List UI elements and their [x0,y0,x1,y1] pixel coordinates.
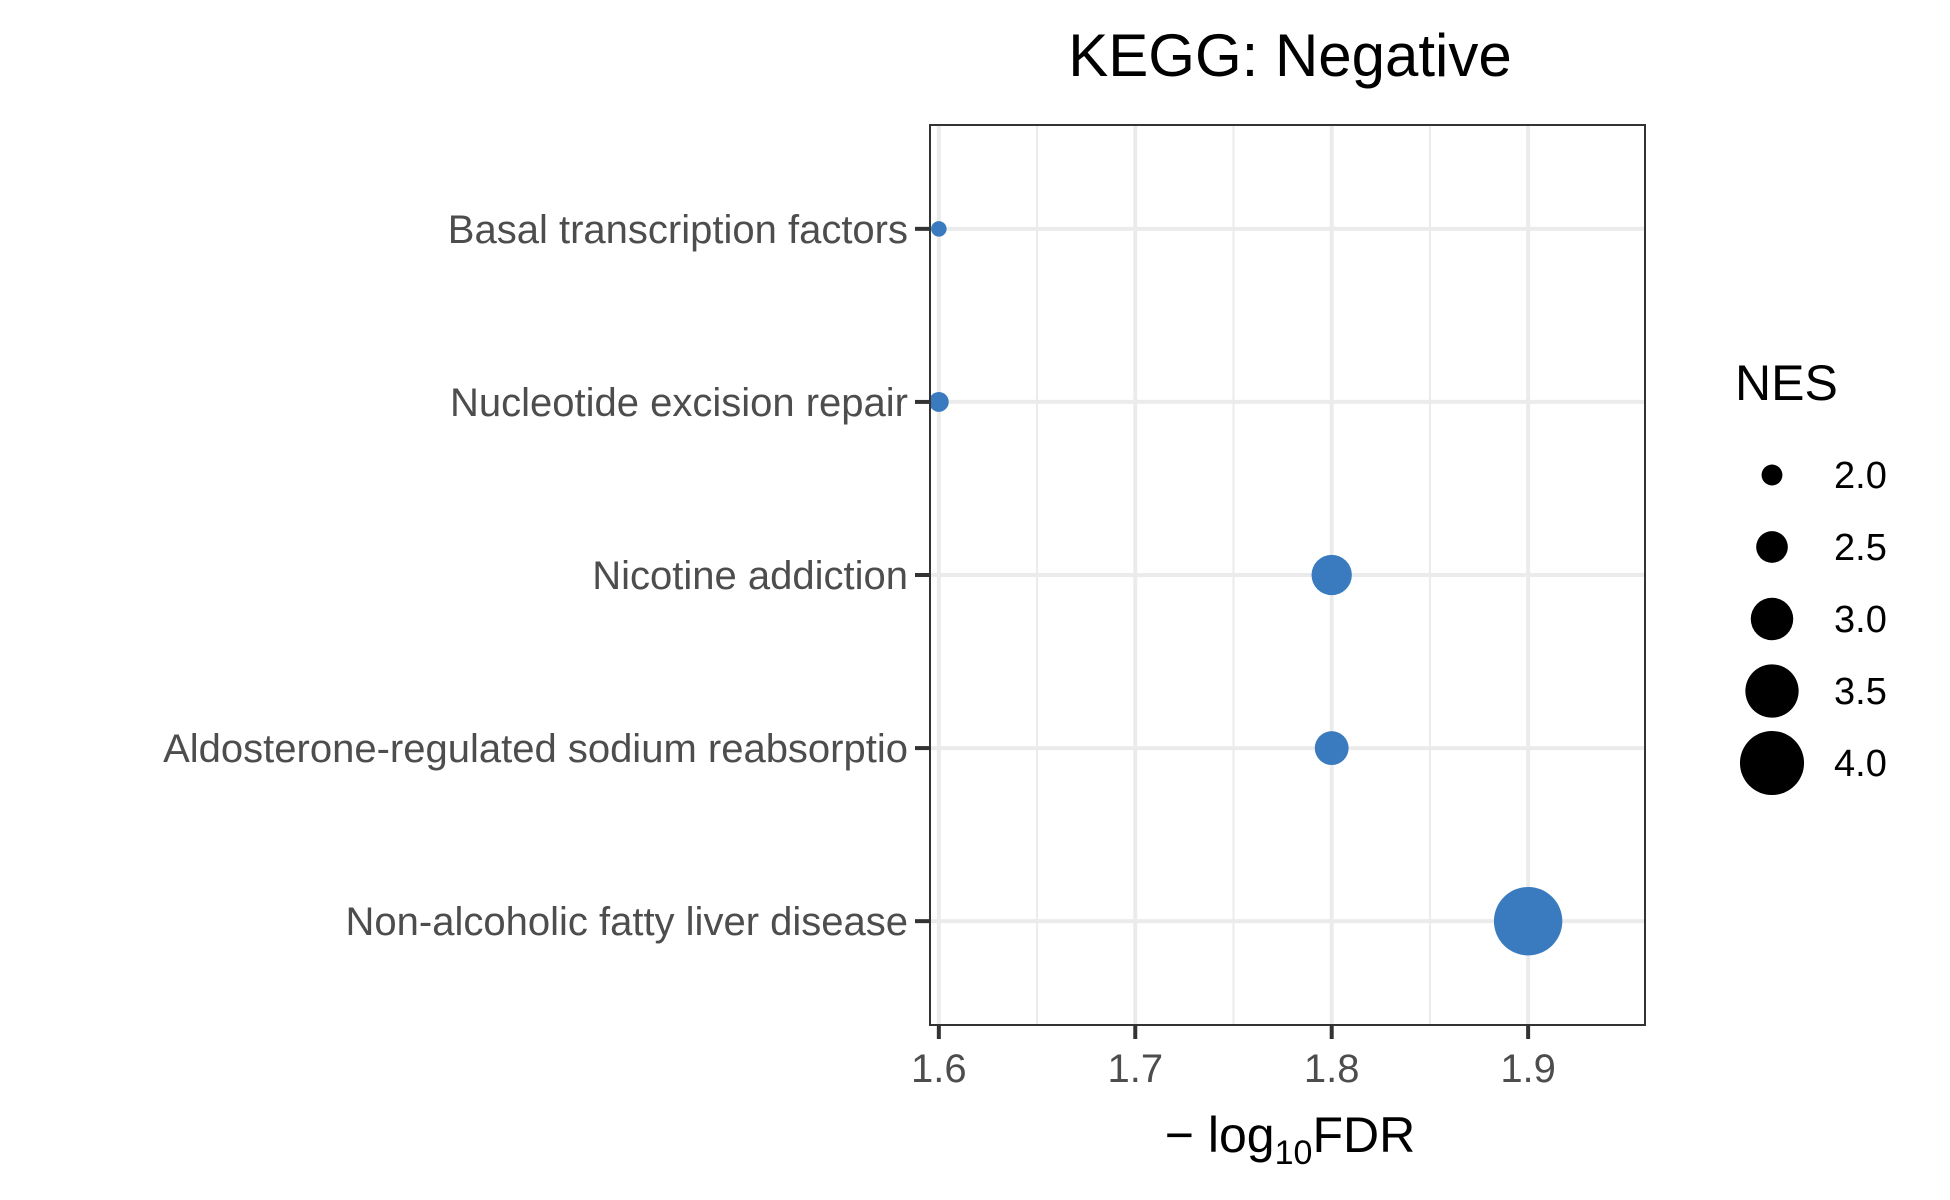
legend-size-key [1745,664,1799,718]
legend-size-label: 3.0 [1834,599,1887,641]
legend-items: 2.0 2.5 3.0 3.5 4.0 [1739,455,1887,796]
x-tick-label: 1.6 [911,1047,967,1091]
x-tick-label: 1.9 [1500,1047,1556,1091]
data-point [1311,554,1352,596]
data-points [928,221,1563,956]
data-point [1493,886,1563,956]
x-axis-title-subscript: 10 [1275,1134,1313,1172]
x-axis-title-prefix: − log [1165,1107,1275,1163]
legend-size-key [1761,464,1783,486]
legend-size-key [1750,597,1794,641]
data-point [931,221,947,237]
data-point [928,392,949,412]
legend-size-key [1739,730,1805,796]
y-tick-label: Nicotine addiction [592,554,908,598]
x-axis-title-suffix: FDR [1312,1107,1415,1163]
legend-size-label: 2.0 [1834,455,1887,497]
x-axis-ticks: 1.6 1.7 1.8 1.9 [911,1025,1556,1091]
y-tick-label: Nucleotide excision repair [450,381,908,425]
x-axis-title: − log10FDR [1165,1107,1415,1172]
data-point [1314,731,1349,765]
y-axis-labels: Basal transcription factors Nucleotide ex… [163,208,908,944]
legend-size-label: 4.0 [1834,743,1887,785]
y-tick-label: Non-alcoholic fatty liver disease [346,900,908,944]
legend-size-label: 3.5 [1834,671,1887,713]
legend-size-label: 2.5 [1834,527,1887,569]
legend-size-key [1756,531,1788,563]
plot-panel-border [929,124,1646,1026]
y-tick-label: Aldosterone-regulated sodium reabsorptio [163,727,908,771]
y-tick-label: Basal transcription factors [448,208,908,252]
x-tick-label: 1.8 [1304,1047,1360,1091]
size-legend: NES 2.0 2.5 3.0 3.5 4.0 [1735,355,1887,796]
x-tick-label: 1.7 [1107,1047,1163,1091]
chart-title: KEGG: Negative [1068,22,1512,89]
y-axis-ticks [915,226,930,924]
legend-title: NES [1735,355,1838,411]
